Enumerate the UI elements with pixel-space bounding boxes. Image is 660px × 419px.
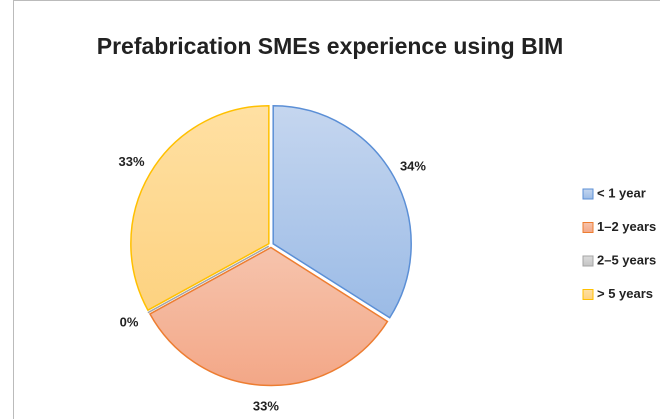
pie-slice	[272, 105, 412, 319]
data-label: 0%	[120, 314, 139, 329]
pie-slice	[148, 246, 389, 387]
pie-slice	[130, 104, 270, 312]
legend-swatch	[582, 289, 594, 300]
legend-swatch	[582, 222, 594, 233]
data-label: 33%	[119, 154, 145, 169]
legend-label: < 1 year	[597, 185, 646, 200]
pie-slice	[147, 245, 270, 314]
legend-swatch	[582, 188, 594, 200]
chart-title: Prefabrication SMEs experience using BIM	[97, 33, 564, 59]
data-label: 34%	[400, 158, 426, 173]
legend-swatch	[582, 255, 594, 267]
data-label: 33%	[253, 398, 279, 413]
legend-label: > 5 years	[597, 286, 653, 301]
legend-label: 2–5 years	[597, 252, 656, 267]
legend-label: 1–2 years	[597, 219, 656, 234]
